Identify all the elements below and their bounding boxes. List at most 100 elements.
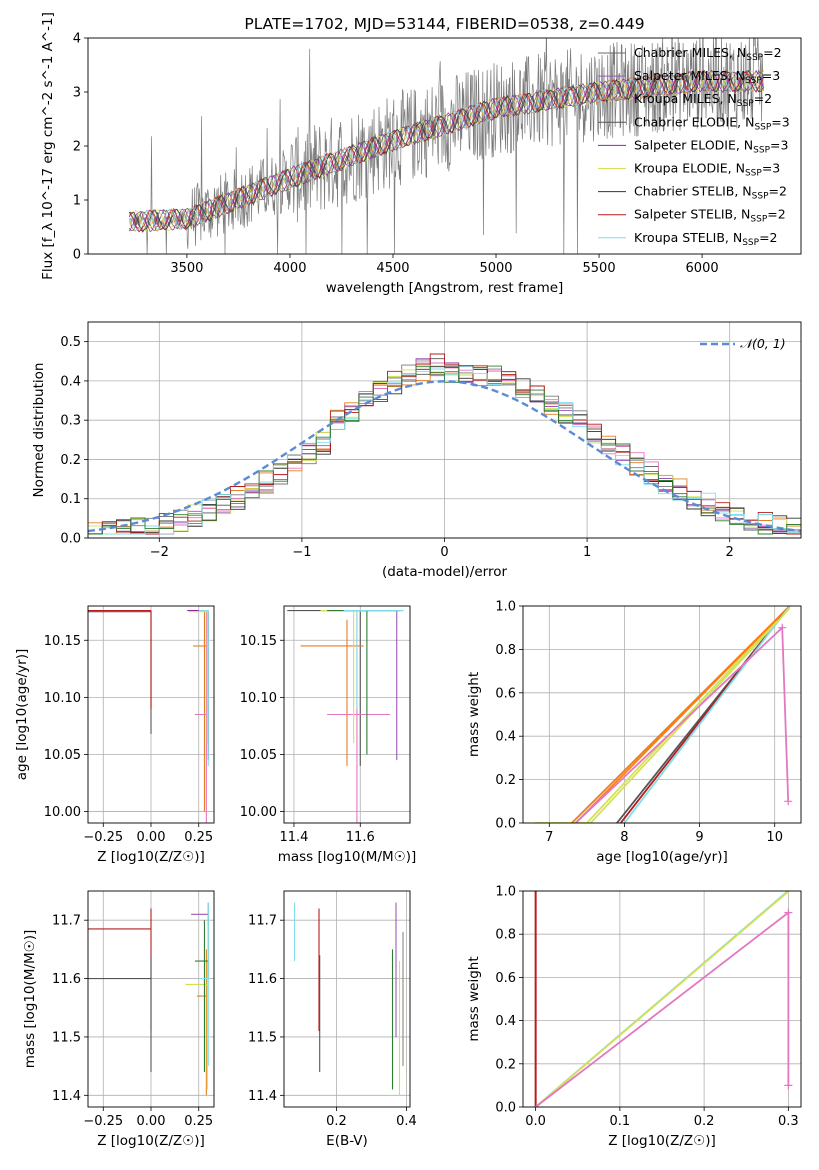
axes-frame [522, 890, 802, 1108]
axes-frame [283, 605, 411, 824]
x-tick-label: 11.4 [279, 830, 308, 845]
histogram-step-8 [88, 353, 801, 535]
y-axis-label: Normed distribution [31, 363, 47, 498]
y-tick-label: 0.8 [495, 928, 516, 943]
y-tick-label: 10.15 [240, 634, 277, 649]
x-tick-label: 0.00 [137, 1114, 166, 1129]
spectrum-data-line [129, 38, 764, 254]
y-tick-label: 1.0 [495, 885, 516, 900]
y-tick-label: 0.0 [495, 817, 516, 832]
y-tick-label: 0.3 [60, 414, 81, 429]
legend-label: Chabrier ELODIE, NSSP=3 [634, 114, 790, 132]
x-tick-label: −1 [292, 545, 311, 560]
model-line-8 [128, 70, 764, 233]
x-tick-label: 3500 [170, 261, 203, 276]
x-axis-label: (data-model)/error [382, 564, 508, 580]
y-tick-label: 11.4 [248, 1089, 277, 1104]
y-tick-label: 11.6 [248, 972, 277, 987]
y-tick-label: 0.0 [60, 532, 81, 547]
x-tick-label: 5500 [583, 261, 616, 276]
y-tick-label: 10.00 [44, 805, 81, 820]
cumulative-line [574, 606, 791, 823]
plot-area [287, 610, 404, 823]
legend-label: Salpeter ELODIE, NSSP=3 [634, 137, 788, 155]
cumulative-line [535, 891, 789, 1107]
axes-frame [87, 37, 802, 255]
cumulative-line [623, 606, 791, 823]
x-axis-label: wavelength [Angstrom, rest frame] [326, 280, 564, 296]
normal-curve-line [88, 380, 801, 533]
plot-area [88, 610, 209, 823]
plot-area [534, 891, 793, 1107]
x-tick-label: −2 [150, 545, 169, 560]
x-tick-label: 11.6 [346, 830, 375, 845]
cumulative-line [534, 606, 791, 823]
legend-label: Chabrier MILES, NSSP=2 [634, 45, 782, 63]
x-tick-label: 0 [440, 545, 448, 560]
legend-label: 𝒩(0, 1) [740, 336, 786, 351]
x-axis-label: Z [log10(Z/Z☉)] [608, 1133, 716, 1149]
x-tick-label: 0.2 [694, 1114, 715, 1129]
x-axis-label: age [log10(age/yr)] [596, 849, 728, 865]
legend-label: Salpeter MILES, NSSP=3 [634, 68, 780, 86]
y-tick-label: 0.8 [495, 643, 516, 658]
x-tick-label: 0.3 [778, 1114, 799, 1129]
point-marker [784, 1081, 793, 1090]
y-tick-label: 11.4 [52, 1089, 81, 1104]
x-tick-label: 1 [583, 545, 591, 560]
x-axis-label: Z [log10(Z/Z☉)] [97, 1133, 205, 1149]
y-tick-label: 11.5 [52, 1030, 81, 1045]
y-tick-label: 11.7 [52, 914, 81, 929]
y-axis-label: Flux [f_λ 10^-17 erg cm^-2 s^-1 A^-1] [40, 12, 56, 280]
y-tick-label: 0.2 [495, 1057, 516, 1072]
point-marker [778, 623, 787, 632]
x-tick-label: 2 [726, 545, 734, 560]
x-tick-label: 10 [766, 830, 783, 845]
axes-frame [87, 605, 215, 824]
y-tick-label: 0.0 [495, 1101, 516, 1116]
legend-label: Chabrier STELIB, NSSP=2 [634, 184, 787, 202]
y-tick-label: 10.05 [240, 748, 277, 763]
plot-area [293, 902, 404, 1096]
y-tick-label: 3 [73, 86, 81, 101]
x-axis-label: E(B-V) [326, 1133, 368, 1149]
model-line-7 [128, 69, 764, 233]
x-tick-label: 6000 [686, 261, 719, 276]
y-tick-label: 1.0 [495, 600, 516, 615]
y-tick-label: 1 [73, 194, 81, 209]
x-tick-label: 8 [620, 830, 628, 845]
y-tick-label: 10.15 [44, 634, 81, 649]
x-tick-label: 0.0 [525, 1114, 546, 1129]
x-tick-label: 9 [695, 830, 703, 845]
y-tick-label: 0.1 [60, 492, 81, 507]
chart-title: PLATE=1702, MJD=53144, FIBERID=0538, z=0… [244, 15, 644, 33]
legend-label: Salpeter STELIB, NSSP=2 [634, 207, 786, 225]
y-tick-label: 11.5 [248, 1030, 277, 1045]
x-tick-label: 5000 [479, 261, 512, 276]
y-tick-label: 0.5 [60, 335, 81, 350]
y-tick-label: 11.6 [52, 972, 81, 987]
y-axis-label: mass weight [466, 672, 482, 757]
cumulative-line [535, 910, 790, 1107]
x-tick-label: 0.4 [396, 1114, 417, 1129]
x-tick-label: 0.1 [610, 1114, 631, 1129]
y-tick-label: 11.7 [248, 914, 277, 929]
y-axis-label: mass weight [466, 956, 482, 1041]
y-tick-label: 10.10 [240, 691, 277, 706]
histogram-step-10 [88, 364, 801, 535]
point-marker [784, 797, 793, 806]
x-tick-label: 4000 [273, 261, 306, 276]
y-tick-label: 2 [73, 140, 81, 155]
y-axis-label: age [log10(age/yr)] [14, 649, 30, 781]
axes-frame [283, 890, 411, 1108]
histogram-step-5 [88, 361, 801, 535]
y-axis-label: mass [log10(M/M☉)] [22, 930, 38, 1069]
y-tick-label: 0.6 [495, 686, 516, 701]
legend-label: Kroupa STELIB, NSSP=2 [634, 230, 778, 248]
x-tick-label: 0.2 [326, 1114, 347, 1129]
y-tick-label: 10.00 [240, 805, 277, 820]
legend-label: Kroupa ELODIE, NSSP=3 [634, 161, 780, 179]
y-tick-label: 0.4 [60, 374, 81, 389]
x-tick-label: 7 [545, 830, 553, 845]
